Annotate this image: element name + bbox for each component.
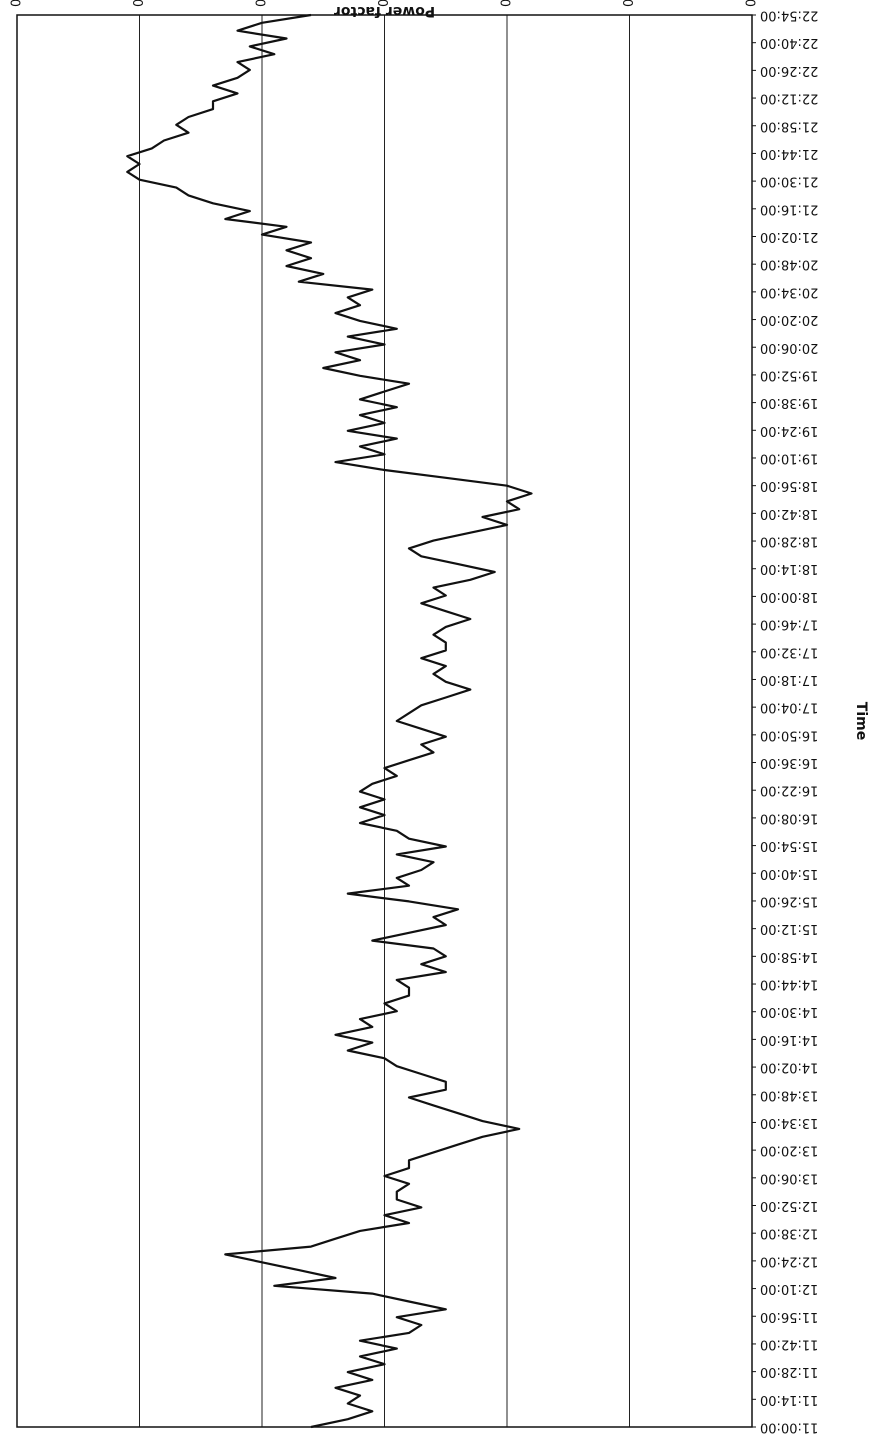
y-tick-label: 0.83 (255, 0, 270, 7)
time-tick-label: 17:18:00 (760, 672, 818, 687)
time-tick-label: 22:12:00 (760, 91, 818, 106)
time-tick-label: 13:48:00 (760, 1087, 818, 1102)
y-tick-label: 0.82 (377, 0, 392, 7)
time-tick-label: 15:12:00 (760, 921, 818, 936)
time-tick-label: 13:20:00 (760, 1143, 818, 1158)
time-tick-label: 17:46:00 (760, 617, 818, 632)
time-tick-label: 11:56:00 (760, 1309, 818, 1324)
time-tick-label: 22:40:00 (760, 35, 818, 50)
time-tick-label: 18:14:00 (760, 561, 818, 576)
time-tick-label: 14:02:00 (760, 1060, 818, 1075)
time-tick-label: 16:36:00 (760, 755, 818, 770)
time-tick-label: 22:54:00 (760, 8, 818, 23)
series-layer (126, 13, 533, 1429)
time-tick-label: 19:38:00 (760, 395, 818, 410)
time-tick-label: 11:00:00 (760, 1420, 818, 1435)
time-tick-label: 21:30:00 (760, 174, 818, 189)
time-tick-label: 13:06:00 (760, 1170, 818, 1185)
y-axis-title: Power factor (334, 3, 435, 19)
time-tick-label: 12:38:00 (760, 1226, 818, 1241)
time-tick-label: 19:24:00 (760, 423, 818, 438)
y-tick-label: 0.81 (500, 0, 515, 7)
y-tick-label: 0.84 (132, 0, 147, 7)
time-tick-label: 21:16:00 (760, 201, 818, 216)
time-tick-label: 21:58:00 (760, 118, 818, 133)
time-tick-label: 15:40:00 (760, 866, 818, 881)
time-tick-label: 15:26:00 (760, 893, 818, 908)
time-tick-label: 19:10:00 (760, 450, 818, 465)
y-tick-label: 0.85 (10, 0, 25, 7)
time-tick-label: 12:52:00 (760, 1198, 818, 1213)
x-axis-ticks: 11:00:00 11:14:00 11:28:00 11:42:00 11:56:00… (752, 8, 818, 1435)
time-tick-label: 15:54:00 (760, 838, 818, 853)
time-tick-label: 22:26:00 (760, 63, 818, 78)
x-axis-title: Time (853, 702, 869, 740)
plot-frame (16, 14, 753, 1428)
time-tick-label: 16:50:00 (760, 727, 818, 742)
y-tick-label: 0.79 (745, 0, 760, 7)
time-tick-label: 20:06:00 (760, 340, 818, 355)
time-tick-label: 14:16:00 (760, 1032, 818, 1047)
time-tick-label: 17:04:00 (760, 700, 818, 715)
time-tick-label: 14:30:00 (760, 1004, 818, 1019)
time-tick-label: 11:42:00 (760, 1336, 818, 1351)
time-tick-label: 11:14:00 (760, 1392, 818, 1407)
time-tick-label: 18:42:00 (760, 506, 818, 521)
time-tick-label: 18:00:00 (760, 589, 818, 604)
time-tick-label: 13:34:00 (760, 1115, 818, 1130)
time-tick-label: 12:10:00 (760, 1281, 818, 1296)
time-tick-label: 12:24:00 (760, 1253, 818, 1268)
time-tick-label: 16:22:00 (760, 783, 818, 798)
time-tick-label: 19:52:00 (760, 367, 818, 382)
time-tick-label: 11:28:00 (760, 1364, 818, 1379)
time-tick-label: 20:20:00 (760, 312, 818, 327)
time-tick-label: 21:44:00 (760, 146, 818, 161)
power-factor-series-line (126, 13, 533, 1429)
y-axis-ticks: 0.85 0.84 0.83 0.82 0.81 0.80 0.79 (10, 0, 760, 7)
time-tick-label: 21:02:00 (760, 229, 818, 244)
time-tick-label: 16:08:00 (760, 810, 818, 825)
time-tick-label: 20:48:00 (760, 257, 818, 272)
time-tick-label: 18:28:00 (760, 534, 818, 549)
time-tick-label: 14:58:00 (760, 949, 818, 964)
time-tick-label: 17:32:00 (760, 644, 818, 659)
y-tick-label: 0.80 (622, 0, 637, 7)
time-tick-label: 18:56:00 (760, 478, 818, 493)
time-tick-label: 14:44:00 (760, 977, 818, 992)
time-tick-label: 20:34:00 (760, 284, 818, 299)
